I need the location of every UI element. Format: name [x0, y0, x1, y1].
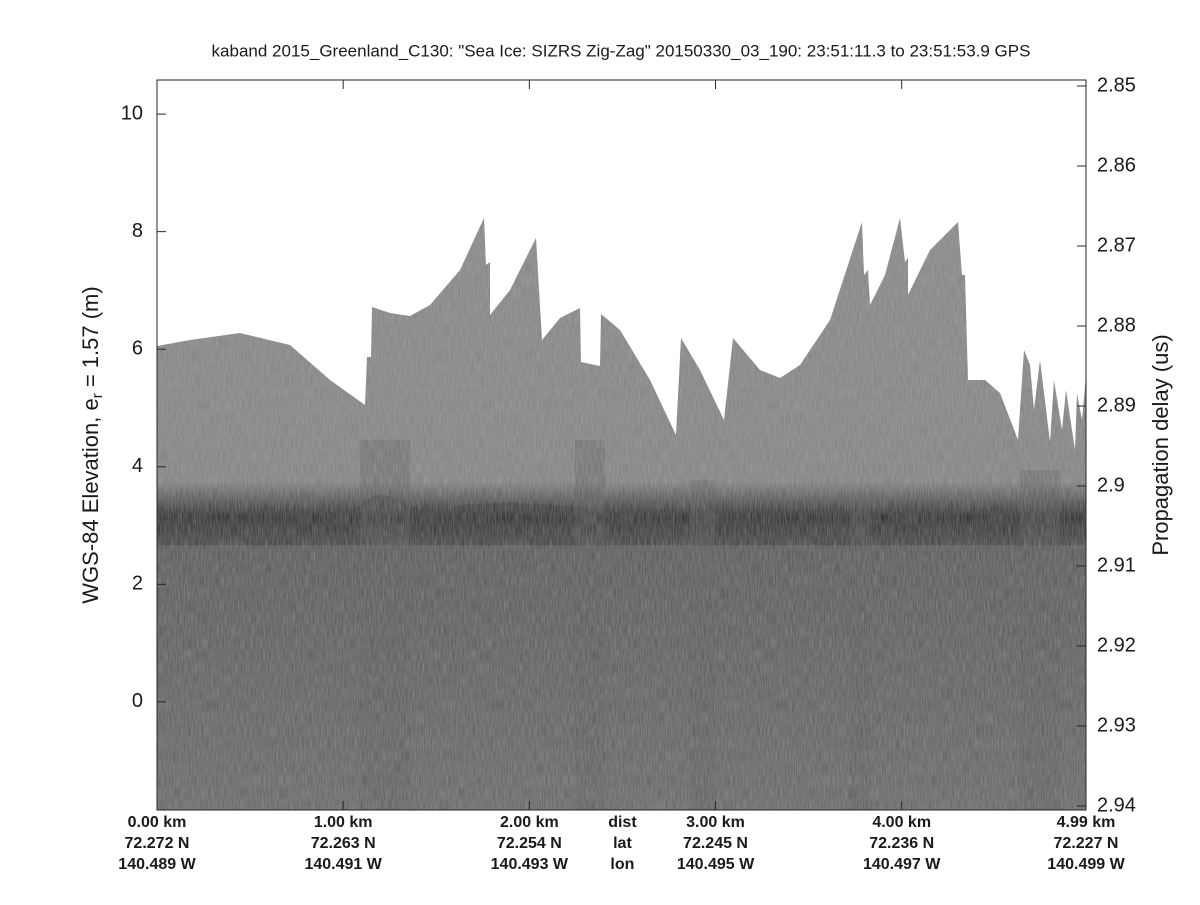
y-tick-label: 2	[132, 573, 143, 595]
x-row-name: lon	[610, 856, 634, 873]
y2-tick-label: 2.91	[1097, 554, 1136, 576]
x-tick-lat: 72.236 N	[869, 835, 934, 852]
y2-tick-label: 2.85	[1097, 74, 1136, 96]
y-label-rest: = 1.57 (m)	[78, 286, 103, 393]
y2-tick-label: 2.89	[1097, 394, 1136, 416]
y-tick-label: 0	[132, 690, 143, 712]
y2-tick-label: 2.88	[1097, 314, 1136, 336]
y-label-sub: r	[89, 393, 106, 398]
y2-axis-label: Propagation delay (us)	[1148, 334, 1173, 555]
y-tick-label: 6	[132, 337, 143, 359]
x-row-name: lat	[613, 835, 632, 852]
y2-tick-label: 2.94	[1097, 794, 1136, 816]
x-tick-lat: 72.245 N	[683, 835, 748, 852]
x-tick-lon: 140.491 W	[304, 856, 382, 873]
y-axis-label: WGS-84 Elevation, er = 1.57 (m)	[78, 286, 106, 603]
x-tick-label: 3.00 km	[686, 814, 745, 831]
x-tick-label: 4.00 km	[872, 814, 931, 831]
y2-tick-label: 2.87	[1097, 234, 1136, 256]
x-tick-lon: 140.493 W	[491, 856, 569, 873]
y2-tick-label: 2.86	[1097, 154, 1136, 176]
y2-tick-label: 2.9	[1097, 474, 1125, 496]
x-tick-lon: 140.497 W	[863, 856, 941, 873]
x-tick-lon: 140.499 W	[1047, 856, 1125, 873]
chart-title: kaband 2015_Greenland_C130: "Sea Ice: SI…	[212, 41, 1031, 60]
echogram-image	[157, 80, 1086, 810]
x-tick-lat: 72.272 N	[125, 835, 190, 852]
x-tick-lat: 72.254 N	[497, 835, 562, 852]
x-tick-lat: 72.263 N	[311, 835, 376, 852]
y2-tick-label: 2.93	[1097, 714, 1136, 736]
y-tick-label: 8	[132, 220, 143, 242]
y-tick-label: 10	[121, 102, 143, 124]
x-tick-lat: 72.227 N	[1054, 835, 1119, 852]
y-tick-label: 4	[132, 455, 143, 477]
x-tick-label: 4.99 km	[1057, 814, 1116, 831]
x-tick-lon: 140.489 W	[118, 856, 196, 873]
x-tick-lon: 140.495 W	[677, 856, 755, 873]
x-tick-label: 1.00 km	[314, 814, 373, 831]
x-tick-label: 2.00 km	[500, 814, 559, 831]
plot-frame	[156, 79, 1087, 811]
y-label-main: WGS-84 Elevation, e	[78, 398, 103, 603]
x-tick-label: 0.00 km	[128, 814, 187, 831]
y2-tick-label: 2.92	[1097, 634, 1136, 656]
x-row-name: dist	[608, 814, 637, 831]
